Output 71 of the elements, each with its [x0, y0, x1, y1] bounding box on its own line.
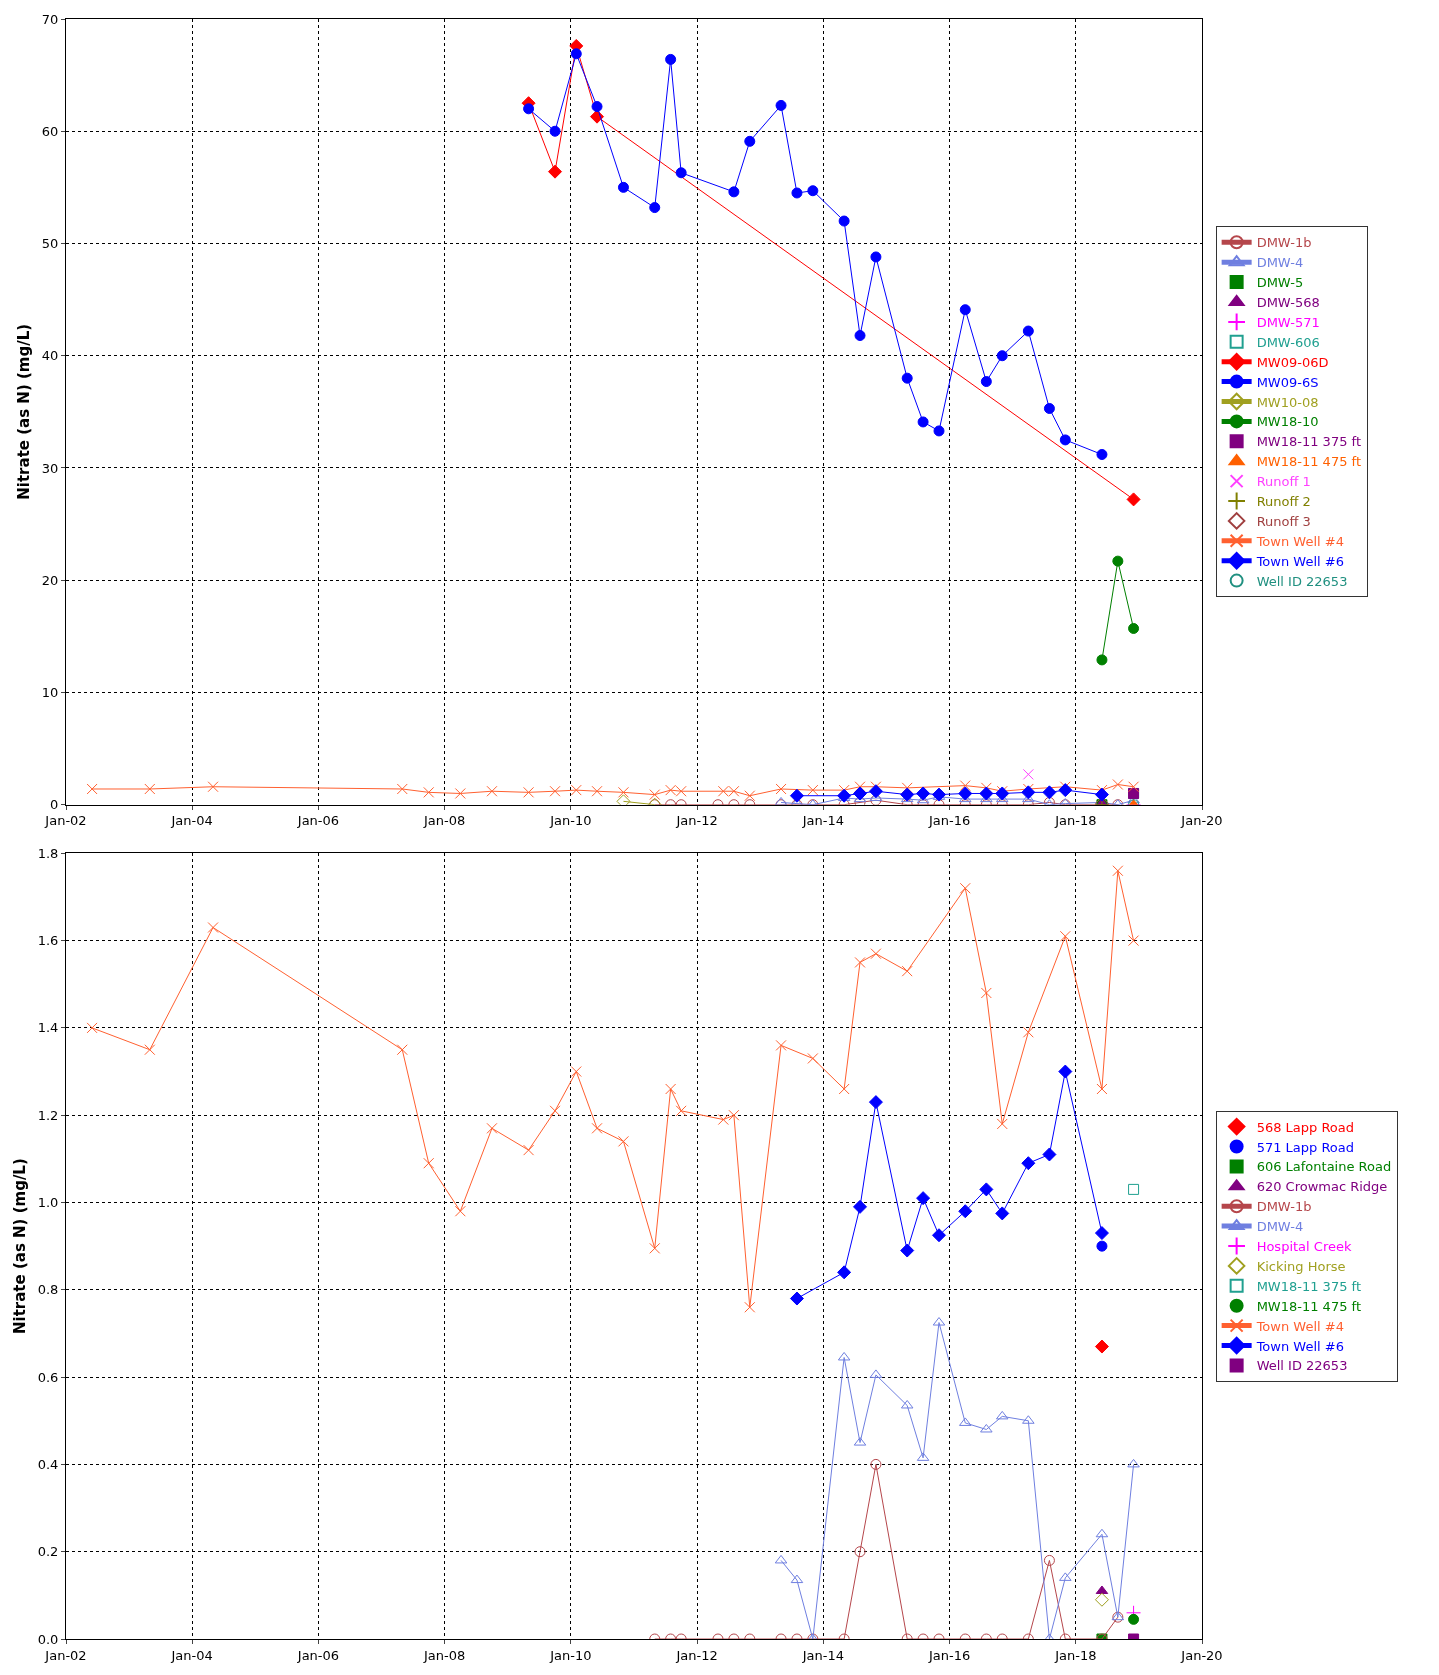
y-tick-label: 0.8: [37, 1282, 59, 1298]
legend-label: DMW-606: [1256, 334, 1320, 350]
legend-label: Kicking Horse: [1256, 1258, 1346, 1274]
y-tick-label: 60: [41, 123, 59, 139]
x-tick-label: Jan-04: [170, 813, 213, 829]
legend-label: DMW-568: [1256, 295, 1320, 311]
x-tick-label: Jan-02: [44, 813, 87, 829]
x-tick-label: Jan-02: [44, 1647, 87, 1663]
y-tick-label: 50: [41, 236, 59, 252]
x-tick-label: Jan-06: [296, 1647, 340, 1663]
y-tick-label: 0.4: [37, 1456, 59, 1472]
legend-label: MW10-08: [1256, 394, 1319, 410]
y-tick-label: 0: [50, 797, 59, 813]
legend-label: Town Well #4: [1255, 533, 1344, 549]
legend-label: DMW-4: [1256, 255, 1304, 271]
legend-label: Well ID 22653: [1256, 573, 1348, 589]
x-tick-label: Jan-10: [549, 813, 592, 829]
legend-label: DMW-1b: [1256, 1199, 1312, 1215]
x-tick-label: Jan-18: [1054, 1647, 1097, 1663]
legend-label: Hospital Creek: [1256, 1239, 1352, 1255]
x-tick-label: Jan-20: [1180, 813, 1223, 829]
legend-label: 606 Lafontaine Road: [1256, 1159, 1392, 1175]
y-tick-label: 0.6: [37, 1369, 59, 1385]
y-axis-title: Nitrate (as N) (mg/L): [10, 1158, 29, 1335]
x-tick-label: Jan-08: [422, 1647, 466, 1663]
legend-label: DMW-5: [1256, 275, 1304, 291]
x-tick-label: Jan-12: [675, 813, 718, 829]
y-axis-title: Nitrate (as N) (mg/L): [15, 323, 34, 500]
x-tick-label: Jan-14: [801, 1647, 845, 1663]
y-tick-label: 30: [41, 460, 59, 476]
x-tick-label: Jan-08: [422, 813, 466, 829]
legend-label: 568 Lapp Road: [1256, 1119, 1355, 1135]
y-tick-label: 10: [41, 685, 59, 701]
x-tick-label: Jan-20: [1180, 1647, 1223, 1663]
y-tick-label: 70: [41, 11, 59, 27]
legend-label: 571 Lapp Road: [1256, 1139, 1355, 1155]
legend-label: 620 Crowmac Ridge: [1256, 1179, 1388, 1195]
x-tick-label: Jan-14: [801, 813, 845, 829]
x-tick-label: Jan-16: [927, 1647, 971, 1663]
legend-label: Well ID 22653: [1256, 1358, 1348, 1374]
legend-label: DMW-1b: [1256, 235, 1312, 251]
x-tick-label: Jan-06: [296, 813, 340, 829]
x-tick-label: Jan-10: [549, 1647, 592, 1663]
legend-label: MW18-10: [1256, 414, 1319, 430]
y-tick-label: 1.0: [37, 1195, 59, 1211]
legend-label: MW18-11 475 ft: [1256, 1298, 1362, 1314]
y-tick-label: 1.2: [37, 1107, 59, 1123]
y-tick-label: 1.6: [37, 933, 59, 949]
legend-label: MW18-11 375 ft: [1256, 434, 1362, 450]
y-tick-label: 1.8: [37, 845, 59, 861]
legend-label: Runoff 3: [1256, 513, 1311, 529]
legend-label: DMW-571: [1256, 314, 1320, 330]
legend-label: MW09-06D: [1256, 354, 1329, 370]
x-tick-label: Jan-18: [1054, 813, 1097, 829]
x-tick-label: Jan-16: [927, 813, 971, 829]
y-tick-label: 20: [41, 572, 59, 588]
legend-label: MW18-11 475 ft: [1256, 454, 1362, 470]
y-tick-label: 0.0: [37, 1631, 59, 1647]
x-tick-label: Jan-12: [675, 1647, 718, 1663]
legend-label: Runoff 2: [1256, 494, 1311, 510]
legend-label: Runoff 1: [1256, 474, 1311, 490]
legend-label: MW09-6S: [1256, 374, 1319, 390]
legend-label: DMW-4: [1256, 1219, 1304, 1235]
y-tick-label: 1.4: [37, 1020, 59, 1036]
legend-label: Town Well #6: [1255, 1338, 1344, 1354]
legend-label: Town Well #6: [1255, 553, 1344, 569]
y-tick-label: 40: [41, 348, 59, 364]
legend-label: MW18-11 375 ft: [1256, 1278, 1362, 1294]
legend-label: Town Well #4: [1255, 1318, 1344, 1334]
x-tick-label: Jan-04: [170, 1647, 213, 1663]
y-tick-label: 0.2: [37, 1544, 59, 1560]
